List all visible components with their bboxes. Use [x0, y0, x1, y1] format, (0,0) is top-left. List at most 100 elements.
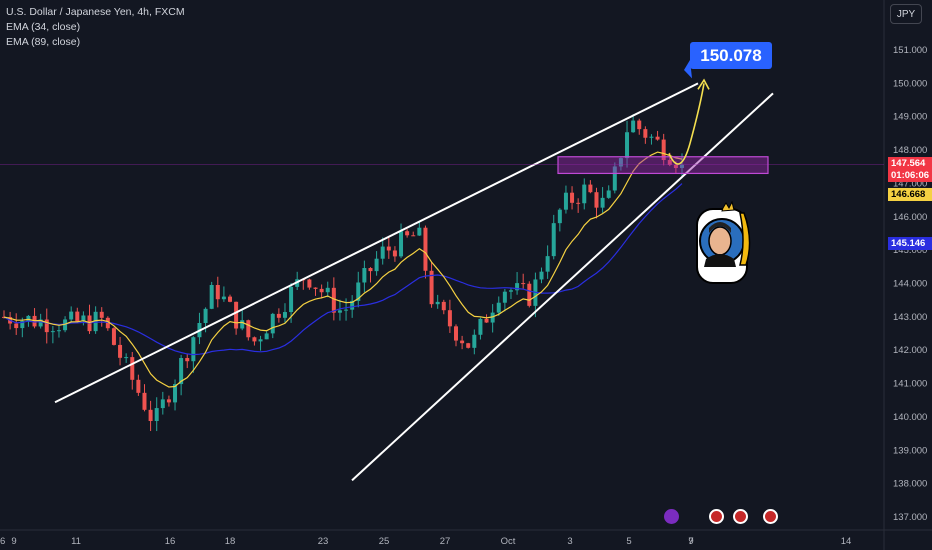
ema34-line	[3, 151, 683, 388]
flash-event-icon[interactable]	[664, 509, 679, 524]
currency-button[interactable]: JPY	[890, 4, 922, 24]
candle-body	[209, 284, 214, 309]
candle-body	[484, 318, 489, 323]
candle-body	[661, 139, 666, 161]
candle-body	[478, 318, 483, 335]
y-tick-label: 141.000	[893, 379, 927, 390]
candle-body	[429, 270, 434, 305]
candle-body	[50, 331, 55, 333]
candle-body	[56, 330, 61, 332]
candle-body	[173, 384, 178, 403]
candle-body	[307, 279, 312, 288]
candle-body	[435, 301, 440, 305]
candle-body	[75, 311, 80, 322]
candle-body	[551, 223, 556, 257]
candle-body	[637, 120, 642, 130]
candle-body	[337, 310, 342, 313]
candle-body	[625, 132, 630, 159]
candle-body	[612, 166, 617, 191]
supply-demand-zone	[557, 156, 769, 175]
candle-body	[136, 379, 141, 393]
candle-body	[606, 190, 611, 198]
candle-body	[539, 271, 544, 280]
candle-body	[411, 235, 416, 237]
us-flag-event-icon-3[interactable]	[763, 509, 778, 524]
candle-body	[515, 283, 520, 291]
candle-body	[350, 300, 355, 310]
last-price-tag: 147.564	[888, 157, 932, 170]
candle-body	[368, 268, 373, 272]
y-tick-label: 149.000	[893, 112, 927, 123]
candle-body	[215, 284, 220, 300]
candle-body	[557, 209, 562, 224]
candle-body	[191, 337, 196, 362]
candle-body	[600, 197, 605, 208]
y-tick-label: 138.000	[893, 479, 927, 490]
candle-body	[160, 399, 165, 409]
candle-body	[417, 227, 422, 236]
candle-body	[142, 392, 147, 410]
x-tick-label: 14	[841, 536, 852, 547]
candle-body	[399, 231, 404, 257]
x-tick-label: 23	[318, 536, 329, 547]
ema89-legend: EMA (89, close)	[6, 36, 81, 48]
y-tick-label: 140.000	[893, 412, 927, 423]
candle-body	[228, 296, 232, 302]
candle-body	[111, 328, 116, 345]
candle-body	[496, 302, 501, 313]
candle-body	[649, 136, 654, 138]
x-tick-label: 9	[11, 536, 16, 547]
countdown-tag: 01:06:06	[888, 169, 932, 182]
candle-body	[20, 320, 25, 329]
candle-body	[423, 227, 428, 271]
us-flag-event-icon-2[interactable]	[733, 509, 748, 524]
candle-body	[93, 311, 98, 332]
candle-body	[594, 192, 599, 208]
candle-body	[99, 311, 104, 318]
candle-body	[319, 288, 324, 293]
candle-body	[264, 333, 269, 340]
candle-body	[325, 287, 330, 293]
candle-body	[508, 290, 513, 292]
candle-body	[460, 340, 465, 344]
lower-trendline	[351, 92, 774, 482]
us-flag-event-icon-1[interactable]	[709, 509, 724, 524]
candle-body	[282, 312, 287, 318]
candle-body	[14, 323, 19, 329]
candle-body	[252, 337, 257, 342]
ema34-tag: 146.668	[888, 188, 932, 201]
chart-legend: U.S. Dollar / Japanese Yen, 4h, FXCM EMA…	[6, 5, 185, 50]
candle-body	[618, 158, 623, 167]
projection-arrow-head	[697, 78, 710, 90]
y-tick-label: 151.000	[893, 45, 927, 56]
candle-body	[545, 256, 550, 272]
candle-body	[26, 315, 31, 321]
candle-body	[466, 343, 471, 348]
candle-body	[118, 344, 123, 358]
x-tick-label: 9	[688, 536, 693, 547]
candle-body	[374, 258, 379, 272]
candle-body	[643, 129, 648, 138]
candle-body	[69, 311, 74, 320]
ema34-legend: EMA (34, close)	[6, 21, 81, 33]
candle-body	[527, 283, 532, 306]
candle-body	[447, 310, 452, 327]
candle-body	[166, 399, 171, 403]
candle-body	[521, 283, 526, 285]
x-tick-label: 16	[0, 536, 5, 547]
candle-body	[502, 291, 507, 303]
candle-body	[313, 287, 318, 289]
y-tick-label: 150.000	[893, 78, 927, 89]
y-tick-label: 139.000	[893, 445, 927, 456]
y-tick-label: 145.000	[893, 245, 927, 256]
candle-body	[38, 319, 43, 327]
candle-body	[576, 202, 581, 204]
candle-body	[673, 164, 678, 169]
candle-body	[380, 246, 385, 259]
y-tick-label: 144.000	[893, 279, 927, 290]
upper-trendline	[54, 82, 699, 404]
candle-body	[221, 296, 226, 300]
x-tick-label: 16	[165, 536, 176, 547]
candle-body	[490, 312, 495, 323]
